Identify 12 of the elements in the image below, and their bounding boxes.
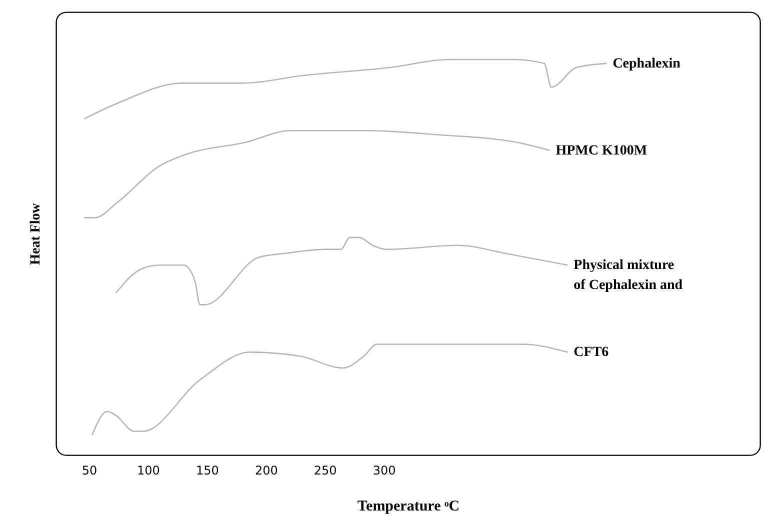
series-label: HPMC K100M — [556, 143, 648, 158]
x-tick-label: 150 — [196, 464, 219, 478]
series-label: Cephalexin — [612, 56, 681, 72]
x-tick-label: 50 — [82, 464, 98, 478]
x-tick-label: 100 — [137, 464, 160, 478]
x-tick-label: 250 — [314, 464, 337, 478]
series-label: CFT6 — [574, 345, 609, 360]
x-axis-title: Temperature ᵒC — [357, 498, 460, 514]
series-label: Physical mixture of Cephalexin and — [574, 258, 683, 294]
x-tick-label: 300 — [372, 464, 396, 478]
y-axis-title: Heat Flow — [28, 202, 44, 265]
x-tick-label: 200 — [254, 464, 278, 478]
